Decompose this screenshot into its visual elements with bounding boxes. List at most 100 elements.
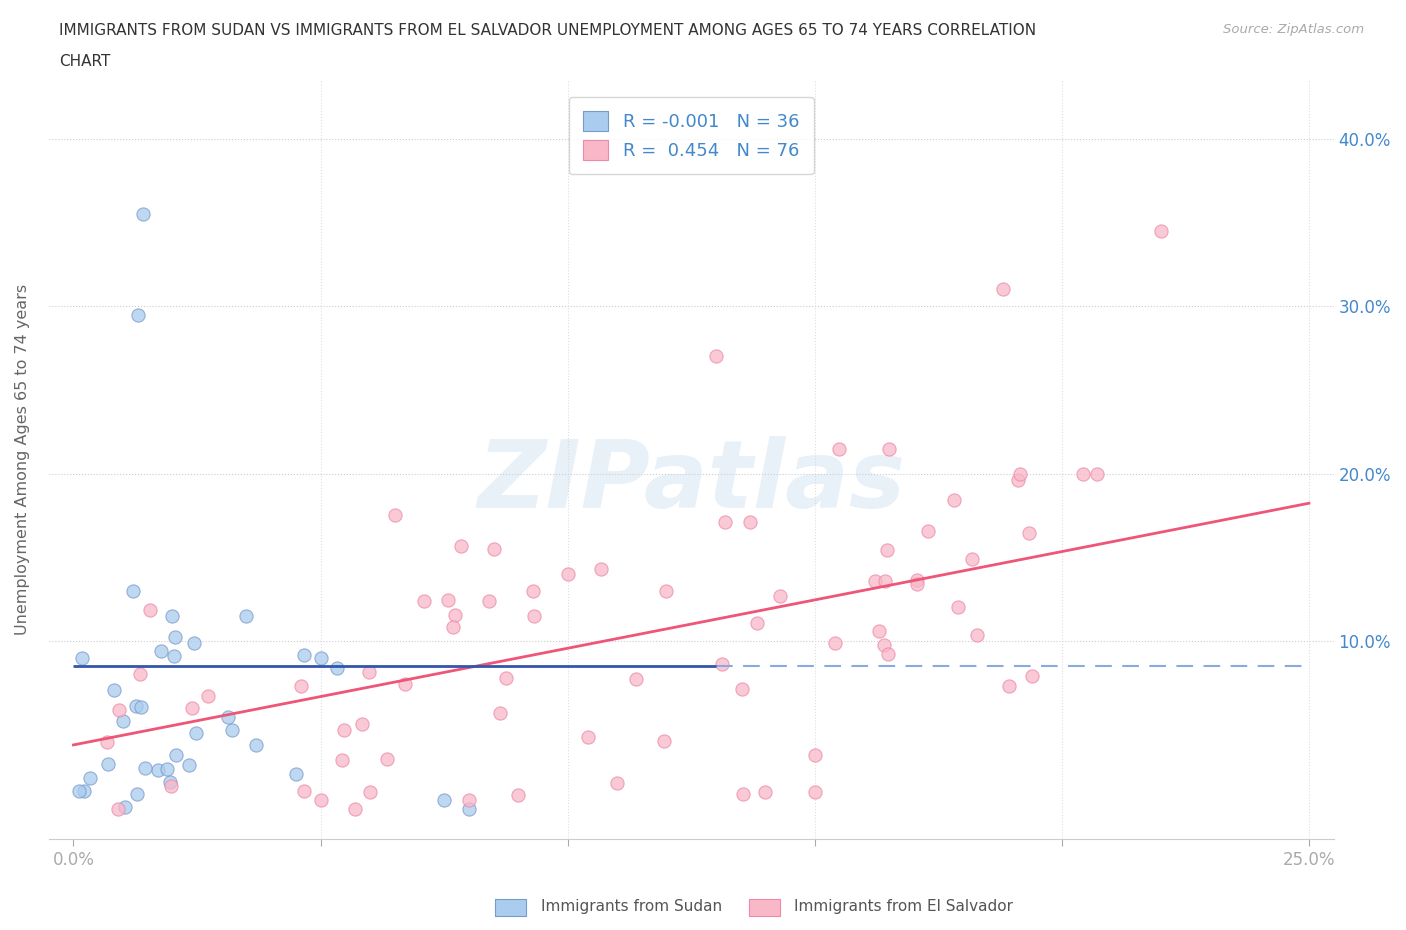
Point [489,706,512,721]
Point [177,758,200,773]
Point [163,630,186,644]
Point [162,608,184,623]
Point [917,524,939,538]
Point [522,583,544,598]
Point [754,784,776,799]
Point [824,636,846,651]
Point [868,623,890,638]
Point [704,349,727,364]
Point [457,792,479,807]
Point [129,699,152,714]
Point [107,801,129,816]
Point [394,677,416,692]
Point [333,723,356,737]
Text: Source: ZipAtlas.com: Source: ZipAtlas.com [1223,23,1364,36]
Point [576,730,599,745]
Point [557,566,579,581]
Point [1021,669,1043,684]
Point [522,609,544,624]
Point [350,717,373,732]
Point [433,792,456,807]
Point [905,577,928,591]
Point [359,784,381,799]
Point [626,672,648,687]
Point [731,787,754,802]
Point [112,713,135,728]
Point [114,800,136,815]
Point [905,573,928,588]
Legend: R = -0.001   N = 36, R =  0.454   N = 76: R = -0.001 N = 36, R = 0.454 N = 76 [568,97,814,175]
Point [67,783,90,798]
Point [1150,223,1173,238]
Point [163,648,186,663]
Point [197,688,219,703]
Point [740,514,762,529]
Point [235,608,257,623]
Point [165,748,187,763]
Point [309,650,332,665]
Point [803,784,825,799]
Point [991,282,1014,297]
Point [710,657,733,671]
Point [997,679,1019,694]
Point [508,788,530,803]
Point [70,651,93,666]
Point [482,541,505,556]
Point [443,619,465,634]
Point [121,583,143,598]
Point [221,723,243,737]
Point [146,762,169,777]
Point [804,747,827,762]
Point [217,709,239,724]
Point [103,683,125,698]
Point [655,583,678,598]
Point [444,607,467,622]
Point [1007,472,1029,487]
Point [713,515,735,530]
Point [876,543,898,558]
Point [966,628,988,643]
Point [875,573,897,588]
Point [290,679,312,694]
Point [97,757,120,772]
Point [873,638,896,653]
Point [343,801,366,816]
Point [436,592,458,607]
Point [828,441,851,456]
Point [160,778,183,793]
Point [309,792,332,807]
Point [450,538,472,553]
Point [1071,466,1094,481]
Point [457,801,479,816]
Text: ZIPatlas: ZIPatlas [477,436,905,528]
Text: Immigrants from El Salvador: Immigrants from El Salvador [794,899,1014,914]
Point [745,615,768,630]
Point [731,682,754,697]
Point [131,206,153,221]
Point [79,770,101,785]
Point [108,703,131,718]
Text: Immigrants from Sudan: Immigrants from Sudan [541,899,723,914]
Point [128,667,150,682]
Point [652,734,675,749]
Point [943,493,966,508]
Point [326,661,349,676]
Point [181,700,204,715]
Point [1085,466,1108,481]
Point [292,783,315,798]
Y-axis label: Unemployment Among Ages 65 to 74 years: Unemployment Among Ages 65 to 74 years [15,284,30,635]
Point [159,775,181,790]
Text: IMMIGRANTS FROM SUDAN VS IMMIGRANTS FROM EL SALVADOR UNEMPLOYMENT AMONG AGES 65 : IMMIGRANTS FROM SUDAN VS IMMIGRANTS FROM… [59,23,1036,38]
Point [184,725,207,740]
Point [294,648,316,663]
Point [865,574,887,589]
Point [125,699,148,714]
Point [946,600,969,615]
Point [769,589,792,604]
Point [73,784,96,799]
Point [495,671,517,685]
Point [285,767,308,782]
Point [134,761,156,776]
Point [359,664,381,679]
Point [156,762,179,777]
